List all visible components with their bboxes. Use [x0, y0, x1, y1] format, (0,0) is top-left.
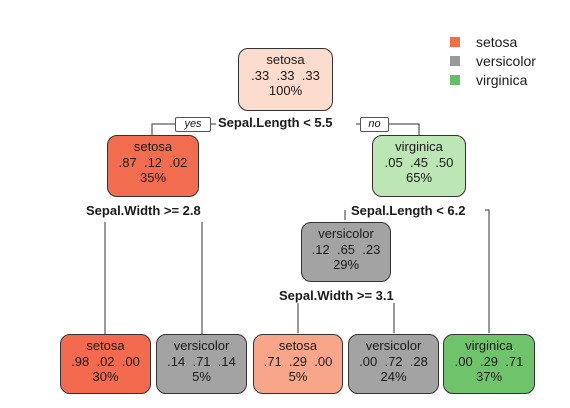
tree-node-root: setosa .33 .33 .33 100% — [238, 48, 333, 111]
tree-node-setosa-35: setosa .87 .12 .02 35% — [107, 135, 199, 197]
node-pct: 37% — [475, 369, 503, 384]
edge-label-no: no — [360, 117, 389, 132]
node-class: setosa — [266, 52, 305, 67]
tree-node-virginica-65: virginica .05 .45 .50 65% — [372, 135, 466, 197]
tree-leaf-virginica-37: virginica .00 .29 .71 37% — [443, 334, 535, 394]
node-pct: 24% — [380, 369, 407, 384]
split-label-n3: Sepal.Length < 6.2 — [349, 203, 468, 218]
node-class: virginica — [465, 338, 513, 353]
legend-label-setosa: setosa — [476, 34, 518, 50]
node-class: setosa — [133, 139, 173, 154]
tree-leaf-versicolor-24: versicolor .00 .72 .28 24% — [348, 334, 439, 394]
node-pct: 5% — [192, 369, 211, 384]
node-probs: .87 .12 .02 — [118, 154, 188, 170]
legend-swatch-versicolor — [450, 56, 460, 66]
node-class: virginica — [395, 139, 443, 154]
node-probs: .98 .02 .00 — [71, 353, 140, 369]
node-pct: 100% — [268, 83, 303, 98]
split-label-n2: Sepal.Width >= 2.8 — [84, 203, 203, 218]
node-pct: 35% — [139, 170, 167, 185]
legend-label-virginica: virginica — [476, 72, 528, 88]
legend-swatch-setosa — [450, 37, 460, 47]
node-probs: .00 .29 .71 — [454, 353, 524, 369]
node-pct: 65% — [405, 170, 433, 185]
tree-leaf-setosa-30: setosa .98 .02 .00 30% — [60, 334, 151, 394]
tree-leaf-setosa-5: setosa .71 .29 .00 5% — [253, 334, 343, 394]
node-class: versicolor — [365, 338, 422, 353]
node-pct: 29% — [332, 257, 360, 272]
node-probs: .14 .71 .14 — [167, 353, 236, 369]
split-label-n6: Sepal.Width >= 3.1 — [277, 288, 396, 303]
node-pct: 30% — [92, 369, 119, 384]
edge-n3-right — [485, 209, 490, 333]
tree-node-versicolor-29: versicolor .12 .65 .23 29% — [301, 222, 391, 282]
edge-label-yes: yes — [175, 117, 211, 132]
tree-leaf-versicolor-5: versicolor .14 .71 .14 5% — [156, 334, 247, 394]
node-pct: 5% — [288, 369, 308, 384]
node-probs: .12 .65 .23 — [311, 241, 381, 257]
node-probs: .33 .33 .33 — [251, 67, 320, 83]
legend-swatch-virginica — [450, 75, 460, 85]
legend-label-versicolor: versicolor — [476, 53, 536, 69]
node-probs: .71 .29 .00 — [263, 353, 333, 369]
node-class: versicolor — [173, 338, 230, 353]
split-label-root: Sepal.Length < 5.5 — [216, 115, 335, 130]
node-class: setosa — [86, 338, 125, 353]
node-probs: .00 .72 .28 — [359, 353, 428, 369]
node-class: versicolor — [318, 226, 374, 241]
node-probs: .05 .45 .50 — [384, 154, 454, 170]
node-class: setosa — [278, 338, 318, 353]
